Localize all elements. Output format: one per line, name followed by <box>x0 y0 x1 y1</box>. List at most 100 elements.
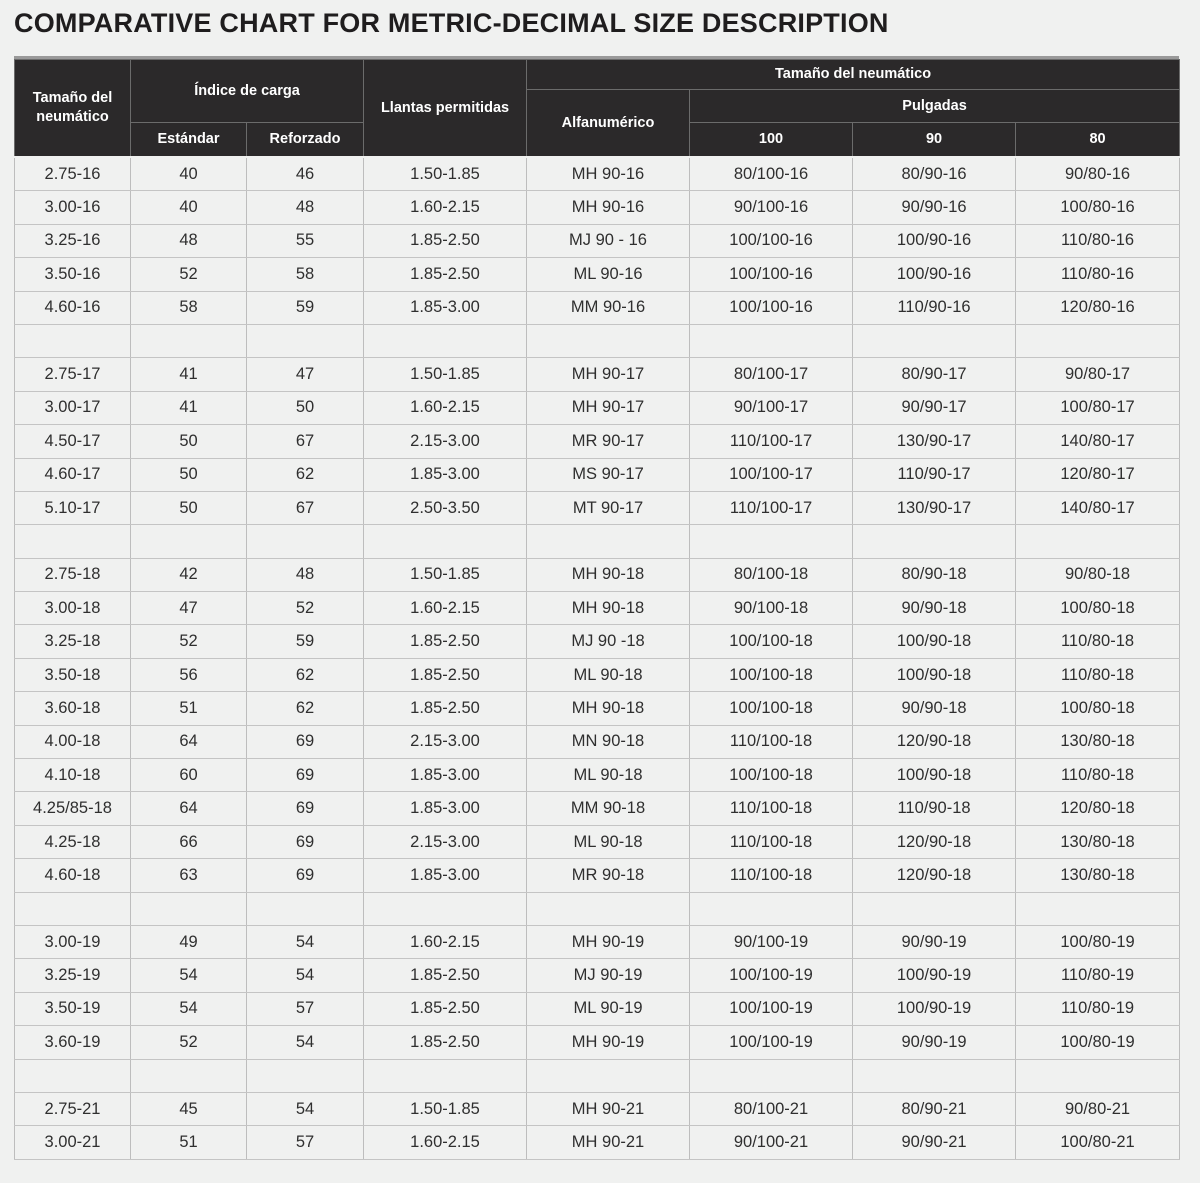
cell-alphanumeric: MH 90-21 <box>526 1125 691 1160</box>
cell-alphanumeric: MH 90-17 <box>526 357 691 392</box>
header-alphanumeric: Alfanumérico <box>526 89 691 158</box>
cell-reinforced-load: 62 <box>245 658 365 693</box>
cell-size-90: 100/90-19 <box>852 958 1017 993</box>
cell-alphanumeric: MH 90-19 <box>526 925 691 960</box>
cell-reinforced-load: 57 <box>245 1125 365 1160</box>
cell-standard-load: 51 <box>130 691 247 726</box>
cell-size-100: 90/100-17 <box>689 391 854 426</box>
cell-tire-size: 4.60-17 <box>14 458 131 492</box>
cell-alphanumeric: MN 90-18 <box>526 725 691 760</box>
cell-standard-load: 47 <box>130 591 247 626</box>
header-tire-size-group: Tamaño del neumático <box>526 59 1181 90</box>
cell-rims: 2.15-3.00 <box>363 825 528 860</box>
cell-reinforced-load <box>245 524 365 559</box>
cell-size-80: 90/80-21 <box>1015 1092 1181 1127</box>
table-row: 3.00-19 49 54 1.60-2.15 MH 90-19 90/100-19 90/… <box>14 925 1181 960</box>
cell-rims: 1.50-1.85 <box>363 357 528 392</box>
cell-rims: 1.60-2.15 <box>363 190 528 225</box>
table-row: 4.25/85-18 64 69 1.85-3.00 MM 90-18 110/100-1… <box>14 791 1181 826</box>
cell-size-100: 80/100-16 <box>689 156 854 192</box>
table-row: 3.50-16 52 58 1.85-2.50 ML 90-16 100/100-16 10… <box>14 257 1181 292</box>
cell-size-100: 90/100-19 <box>689 925 854 960</box>
table-row: 2.75-18 42 48 1.50-1.85 MH 90-18 80/100-18 80/… <box>14 558 1181 593</box>
cell-size-90: 130/90-17 <box>852 491 1017 526</box>
cell-reinforced-load: 54 <box>245 1025 365 1060</box>
cell-size-100: 90/100-21 <box>689 1125 854 1160</box>
cell-size-80 <box>1015 892 1181 926</box>
cell-tire-size: 3.25-16 <box>14 224 131 259</box>
cell-tire-size: 4.10-18 <box>14 758 131 793</box>
cell-tire-size: 4.25/85-18 <box>14 791 131 826</box>
cell-size-90: 110/90-16 <box>852 291 1017 325</box>
page-title: COMPARATIVE CHART FOR METRIC-DECIMAL SIZ… <box>14 8 889 38</box>
cell-size-80: 100/80-19 <box>1015 925 1181 960</box>
cell-tire-size: 3.00-21 <box>14 1125 131 1160</box>
table-row: 3.50-19 54 57 1.85-2.50 ML 90-19 100/100-19 10… <box>14 992 1181 1027</box>
cell-size-80: 100/80-21 <box>1015 1125 1181 1160</box>
table-row: 3.25-16 48 55 1.85-2.50 MJ 90 - 16 100/100-16… <box>14 224 1181 259</box>
cell-rims: 1.60-2.15 <box>363 1125 528 1160</box>
cell-tire-size: 2.75-18 <box>14 558 131 593</box>
cell-size-100 <box>689 324 854 359</box>
cell-rims: 1.50-1.85 <box>363 156 528 192</box>
cell-reinforced-load: 62 <box>245 458 365 492</box>
cell-size-90: 130/90-17 <box>852 424 1017 459</box>
cell-tire-size: 3.00-19 <box>14 925 131 960</box>
cell-size-90 <box>852 324 1017 359</box>
cell-standard-load: 54 <box>130 992 247 1027</box>
table-row: 3.00-21 51 57 1.60-2.15 MH 90-21 90/100-21 90/… <box>14 1125 1181 1160</box>
cell-size-100: 110/100-17 <box>689 424 854 459</box>
cell-standard-load: 66 <box>130 825 247 860</box>
cell-reinforced-load: 69 <box>245 858 365 893</box>
cell-size-100: 90/100-16 <box>689 190 854 225</box>
cell-standard-load: 60 <box>130 758 247 793</box>
cell-alphanumeric: ML 90-18 <box>526 758 691 793</box>
cell-standard-load <box>130 524 247 559</box>
cell-tire-size: 3.50-16 <box>14 257 131 292</box>
table-row: 3.50-18 56 62 1.85-2.50 ML 90-18 100/100-18 10… <box>14 658 1181 693</box>
cell-rims: 1.60-2.15 <box>363 391 528 426</box>
cell-size-80: 100/80-16 <box>1015 190 1181 225</box>
header-100: 100 <box>689 122 854 158</box>
cell-standard-load: 45 <box>130 1092 247 1127</box>
cell-reinforced-load: 55 <box>245 224 365 259</box>
cell-tire-size: 4.60-16 <box>14 291 131 325</box>
cell-reinforced-load: 62 <box>245 691 365 726</box>
cell-rims: 1.60-2.15 <box>363 925 528 960</box>
cell-standard-load: 52 <box>130 1025 247 1060</box>
cell-alphanumeric: ML 90-18 <box>526 658 691 693</box>
cell-reinforced-load: 57 <box>245 992 365 1027</box>
cell-size-100: 100/100-16 <box>689 291 854 325</box>
cell-tire-size: 2.75-17 <box>14 357 131 392</box>
cell-size-100: 90/100-18 <box>689 591 854 626</box>
cell-size-90: 120/90-18 <box>852 858 1017 893</box>
table-row: 5.10-17 50 67 2.50-3.50 MT 90-17 110/100-17 13… <box>14 491 1181 526</box>
cell-standard-load: 41 <box>130 391 247 426</box>
cell-rims: 1.50-1.85 <box>363 558 528 593</box>
cell-reinforced-load: 69 <box>245 725 365 760</box>
cell-alphanumeric: MS 90-17 <box>526 458 691 492</box>
cell-alphanumeric <box>526 524 691 559</box>
cell-reinforced-load <box>245 1059 365 1093</box>
cell-tire-size <box>14 324 131 359</box>
header-rims: Llantas permitidas <box>363 59 528 158</box>
cell-alphanumeric: MH 90-18 <box>526 558 691 593</box>
cell-tire-size: 3.25-19 <box>14 958 131 993</box>
cell-reinforced-load: 69 <box>245 825 365 860</box>
cell-reinforced-load: 52 <box>245 591 365 626</box>
cell-reinforced-load: 67 <box>245 491 365 526</box>
table-row: 4.60-18 63 69 1.85-3.00 MR 90-18 110/100-18 12… <box>14 858 1181 893</box>
table-row: 4.00-18 64 69 2.15-3.00 MN 90-18 110/100-18 12… <box>14 725 1181 760</box>
cell-size-100: 80/100-21 <box>689 1092 854 1127</box>
cell-standard-load: 64 <box>130 725 247 760</box>
table-row: 3.60-19 52 54 1.85-2.50 MH 90-19 100/100-19 90… <box>14 1025 1181 1060</box>
table-row: 2.75-16 40 46 1.50-1.85 MH 90-16 80/100-16 80/… <box>14 156 1181 192</box>
cell-rims: 2.15-3.00 <box>363 725 528 760</box>
cell-size-80: 140/80-17 <box>1015 491 1181 526</box>
cell-standard-load: 54 <box>130 958 247 993</box>
cell-rims: 1.85-2.50 <box>363 257 528 292</box>
cell-size-80: 140/80-17 <box>1015 424 1181 459</box>
cell-alphanumeric: MT 90-17 <box>526 491 691 526</box>
cell-rims: 1.85-2.50 <box>363 691 528 726</box>
cell-reinforced-load: 59 <box>245 291 365 325</box>
